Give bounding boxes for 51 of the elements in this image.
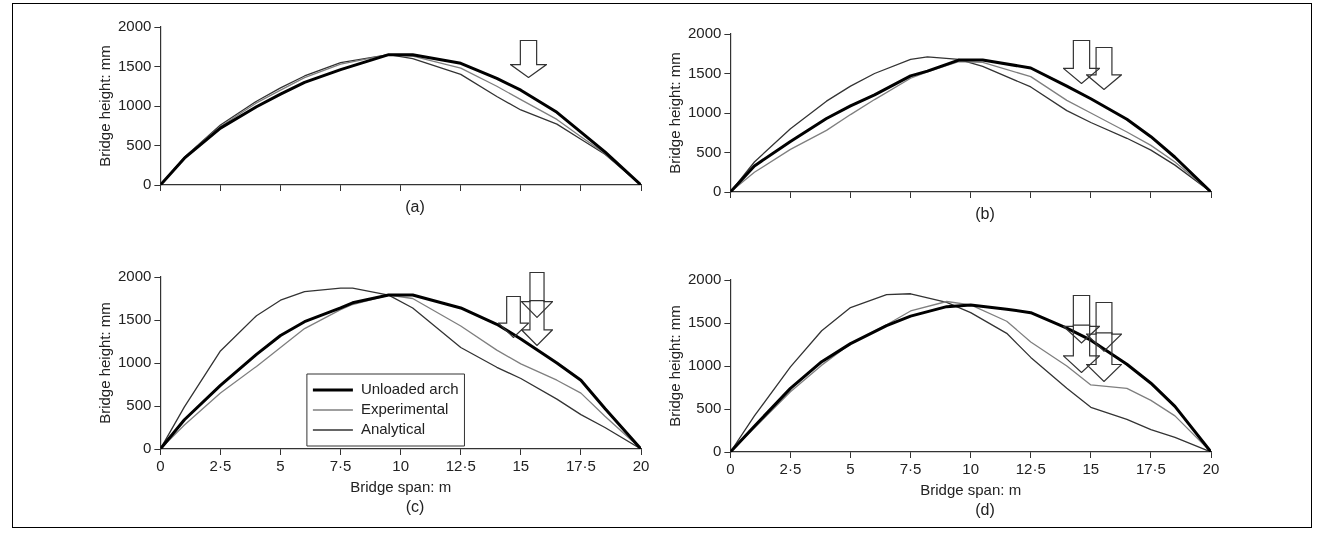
x-tick-label: 20 [1202, 460, 1220, 478]
x-tick-label: 2·5 [209, 457, 232, 475]
x-axis-title: Bridge span: m [920, 481, 1022, 499]
x-tick-label: 5 [276, 457, 285, 475]
y-tick-label: 1000 [687, 356, 722, 374]
y-tick-label: 2000 [687, 270, 722, 288]
y-tick-label: 1000 [117, 353, 152, 371]
text: (c) [404, 498, 426, 516]
y-tick-label: 1500 [687, 63, 722, 81]
y-axis-title: Bridge height: mm [666, 52, 684, 174]
y-tick-label: 1500 [117, 310, 152, 328]
x-tick-label: 0 [726, 460, 735, 478]
y-tick-label: 0 [713, 442, 722, 460]
y-axis-title: Bridge height: mm [96, 45, 114, 167]
x-tick-label: 15 [1082, 460, 1100, 478]
x-tick-label: 5 [846, 460, 855, 478]
y-tick-label: 0 [713, 182, 722, 200]
x-axis-title: Bridge span: m [350, 478, 452, 496]
x-tick-label: 2·5 [779, 460, 802, 478]
y-tick-label: 1000 [687, 103, 722, 121]
y-tick-label: 0 [143, 175, 152, 193]
x-tick-label: 20 [632, 457, 650, 475]
legend-label: Analytical [360, 420, 426, 438]
y-tick-label: 2000 [117, 17, 152, 35]
y-tick-label: 1500 [117, 56, 152, 74]
y-tick-label: 2000 [687, 24, 722, 42]
legend-label: Unloaded arch [360, 380, 459, 398]
y-tick-label: 0 [143, 439, 152, 457]
legend-label: Experimental [360, 400, 449, 418]
y-axis-title: Bridge height: mm [666, 305, 684, 427]
x-tick-label: 12·5 [1015, 460, 1046, 478]
y-tick-label: 2000 [117, 267, 152, 285]
x-tick-label: 15 [512, 457, 530, 475]
y-tick-label: 500 [696, 399, 722, 417]
y-tick-label: 1500 [687, 313, 722, 331]
x-tick-label: 17·5 [565, 457, 596, 475]
x-tick-label: 7·5 [329, 457, 352, 475]
x-tick-label: 10 [392, 457, 410, 475]
y-axis-title: Bridge height: mm [96, 302, 114, 424]
text: (a) [404, 198, 426, 216]
text: (b) [974, 205, 996, 223]
y-tick-label: 1000 [117, 96, 152, 114]
x-tick-label: 12·5 [445, 457, 476, 475]
x-tick-label: 17·5 [1135, 460, 1166, 478]
y-tick-label: 500 [126, 396, 152, 414]
x-tick-label: 7·5 [899, 460, 922, 478]
y-tick-label: 500 [696, 142, 722, 160]
x-tick-label: 10 [962, 460, 980, 478]
x-tick-label: 0 [156, 457, 165, 475]
y-tick-label: 500 [126, 135, 152, 153]
text: (d) [974, 501, 996, 519]
